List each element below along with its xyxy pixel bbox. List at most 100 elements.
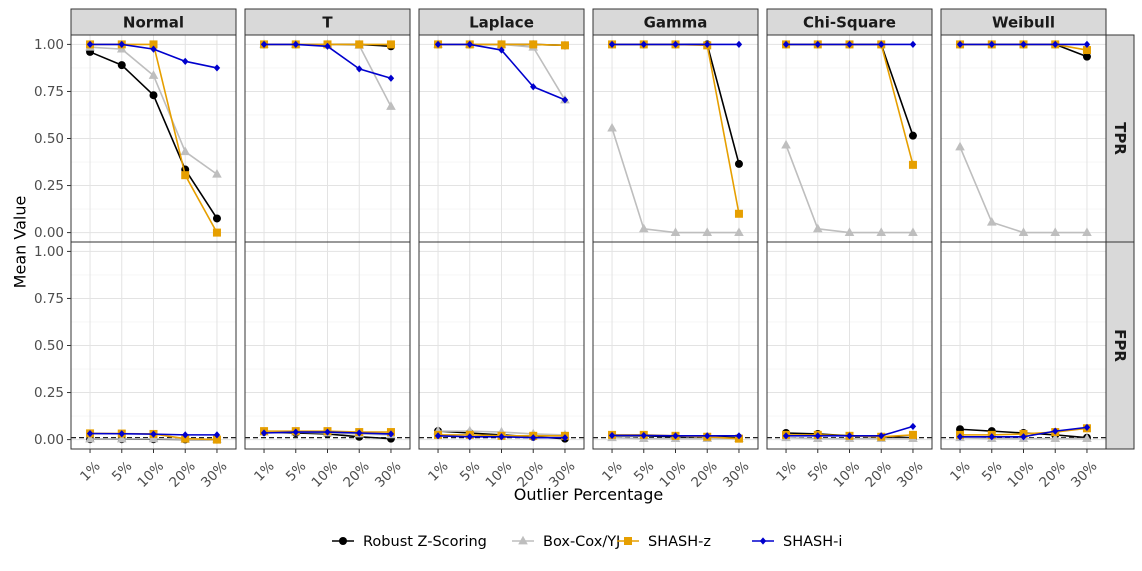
point-box-cox-yj-30: [1082, 227, 1092, 236]
point-shash-i-1: [86, 40, 94, 49]
point-shash-i-10: [1020, 433, 1027, 441]
x-tick-label-20: 20%: [862, 458, 895, 491]
legend-label-shash-i: SHASH-i: [783, 534, 842, 550]
y-tick-label: 0.50: [34, 338, 64, 354]
panel-tpr-laplace: [418, 34, 585, 243]
point-shash-z-30: [212, 435, 221, 444]
point-shash-i-5: [292, 40, 299, 49]
point-shash-z-10: [497, 40, 506, 49]
point-box-cox-yj-20: [1050, 227, 1061, 236]
point-shash-i-20: [1052, 427, 1059, 435]
point-shash-z-10: [149, 40, 158, 49]
x-tick-label-5: 5%: [631, 458, 658, 485]
panel-tpr-weibull: [940, 34, 1107, 243]
point-box-cox-yj-30: [386, 101, 396, 110]
x-tick-label-30: 30%: [720, 458, 753, 491]
x-tick-label-20: 20%: [1036, 458, 1069, 491]
legend-marker: [518, 535, 528, 545]
x-tick-label-20: 20%: [688, 458, 721, 491]
panel-fpr-chi-square: [766, 241, 933, 450]
point-shash-z-30: [908, 430, 917, 439]
point-shash-i-30: [387, 74, 395, 82]
point-box-cox-yj-5: [638, 223, 649, 233]
point-shash-i-20: [1052, 40, 1059, 49]
point-shash-i-10: [846, 40, 853, 49]
x-tick-label-1: 1%: [77, 458, 104, 485]
point-shash-i-10: [498, 46, 505, 54]
point-robust-z-scoring-30: [908, 131, 917, 140]
point-box-cox-yj-1: [85, 433, 95, 443]
point-box-cox-yj-5: [812, 223, 823, 233]
point-shash-i-20: [704, 40, 711, 49]
point-shash-i-5: [118, 40, 125, 49]
panel-fpr-gamma: [592, 241, 759, 450]
point-shash-i-30: [213, 64, 221, 72]
x-tick-label-10: 10%: [309, 458, 342, 491]
x-tick-label-1: 1%: [773, 458, 800, 485]
point-box-cox-yj-10: [1018, 227, 1029, 236]
point-shash-z-30: [908, 160, 917, 169]
legend-marker: [759, 537, 767, 545]
point-shash-i-1: [782, 40, 790, 49]
point-shash-z-30: [1082, 46, 1091, 55]
point-shash-i-10: [324, 42, 331, 50]
point-shash-i-1: [260, 429, 268, 437]
y-tick-label: 0.25: [34, 385, 64, 401]
point-shash-i-1: [434, 40, 442, 49]
point-shash-i-5: [466, 40, 473, 49]
point-box-cox-yj-20: [1050, 433, 1061, 443]
y-axis-title: Mean Value: [11, 196, 30, 289]
point-robust-z-scoring-10: [149, 91, 158, 100]
x-tick-label-1: 1%: [599, 458, 626, 485]
x-tick-label-1: 1%: [947, 458, 974, 485]
point-robust-z-scoring-30: [212, 214, 221, 223]
facet-label-gamma: Gamma: [644, 14, 708, 32]
row-label-fpr: FPR: [1111, 329, 1129, 362]
point-box-cox-yj-5: [116, 433, 127, 443]
legend-label-robust-z-scoring: Robust Z-Scoring: [363, 534, 487, 550]
legend-label-shash-z: SHASH-z: [648, 534, 711, 550]
x-tick-label-1: 1%: [425, 458, 452, 485]
point-box-cox-yj-30: [734, 227, 744, 236]
point-shash-i-1: [782, 432, 790, 440]
point-shash-i-20: [182, 57, 189, 65]
x-tick-label-20: 20%: [340, 458, 373, 491]
point-box-cox-yj-30: [1082, 433, 1092, 443]
point-robust-z-scoring-30: [734, 159, 743, 168]
panel-tpr-normal: [70, 34, 237, 243]
legend-label-box-cox-yj: Box-Cox/YJ: [543, 534, 620, 550]
row-label-tpr: TPR: [1111, 122, 1129, 155]
facet-label-laplace: Laplace: [469, 14, 534, 32]
facet-strip-t: [244, 8, 411, 36]
point-shash-z-20: [355, 40, 364, 49]
point-shash-i-20: [878, 40, 885, 49]
panel-tpr-chi-square: [766, 34, 933, 243]
point-shash-i-5: [814, 432, 821, 440]
x-tick-label-5: 5%: [109, 458, 136, 485]
point-shash-i-1: [956, 40, 964, 49]
point-shash-z-30: [560, 41, 569, 50]
point-shash-i-20: [356, 65, 363, 73]
x-tick-label-30: 30%: [894, 458, 927, 491]
point-shash-i-20: [182, 431, 189, 439]
point-shash-z-20: [181, 434, 190, 443]
x-tick-label-10: 10%: [831, 458, 864, 491]
point-shash-i-20: [356, 429, 363, 437]
point-box-cox-yj-10: [670, 227, 681, 236]
point-shash-i-1: [434, 432, 442, 440]
facet-strip-gamma: [592, 8, 759, 36]
point-shash-i-5: [640, 40, 647, 49]
x-tick-label-5: 5%: [979, 458, 1006, 485]
point-shash-i-10: [672, 432, 679, 440]
point-shash-z-20: [181, 171, 190, 180]
point-shash-i-10: [150, 45, 157, 53]
point-shash-i-1: [608, 431, 616, 440]
x-tick-label-30: 30%: [1068, 458, 1101, 491]
point-shash-i-10: [846, 432, 853, 440]
legend-item-shash-z: SHASH-z: [617, 534, 711, 550]
y-tick-label: 0.00: [34, 225, 64, 241]
point-shash-i-10: [498, 433, 505, 441]
panel-fpr-t: [244, 241, 411, 450]
x-tick-label-30: 30%: [198, 458, 231, 491]
point-shash-i-20: [530, 83, 537, 91]
